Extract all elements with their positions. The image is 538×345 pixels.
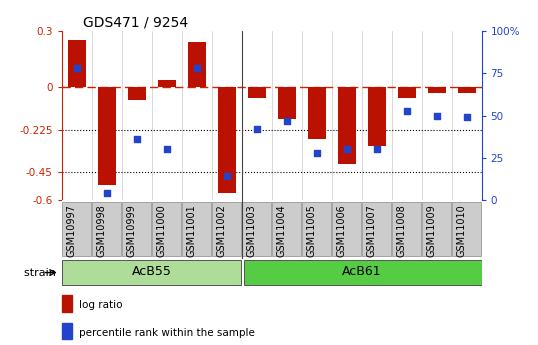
Point — [132, 137, 141, 142]
Bar — [62, 323, 72, 339]
FancyBboxPatch shape — [213, 203, 241, 256]
Text: GSM11009: GSM11009 — [427, 204, 436, 257]
Point — [103, 190, 111, 196]
Point — [462, 115, 471, 120]
FancyBboxPatch shape — [332, 203, 361, 256]
Bar — [62, 295, 72, 312]
Point — [193, 66, 201, 71]
Text: GSM11010: GSM11010 — [457, 204, 466, 257]
Text: GSM11002: GSM11002 — [217, 204, 226, 257]
FancyBboxPatch shape — [244, 260, 482, 285]
Point — [162, 147, 171, 152]
Text: GSM11006: GSM11006 — [337, 204, 346, 257]
Bar — [367, 87, 386, 146]
FancyBboxPatch shape — [242, 203, 271, 256]
Text: GSM11004: GSM11004 — [277, 204, 287, 257]
Bar — [128, 87, 146, 100]
Bar — [158, 80, 176, 87]
Bar — [247, 87, 266, 98]
Bar — [428, 87, 445, 93]
FancyBboxPatch shape — [152, 203, 181, 256]
Text: strain: strain — [24, 268, 59, 277]
Text: GSM11007: GSM11007 — [366, 204, 377, 257]
Text: GSM11005: GSM11005 — [307, 204, 317, 257]
Point — [342, 147, 351, 152]
FancyBboxPatch shape — [452, 203, 481, 256]
Text: percentile rank within the sample: percentile rank within the sample — [79, 328, 254, 338]
Text: GSM10998: GSM10998 — [97, 204, 107, 257]
Point — [282, 118, 291, 124]
Bar — [218, 87, 236, 193]
FancyBboxPatch shape — [182, 203, 211, 256]
FancyBboxPatch shape — [123, 203, 151, 256]
Bar — [308, 87, 325, 139]
Point — [372, 147, 381, 152]
FancyBboxPatch shape — [362, 203, 391, 256]
Point — [432, 113, 441, 118]
Point — [222, 174, 231, 179]
FancyBboxPatch shape — [93, 203, 121, 256]
Text: AcB55: AcB55 — [132, 266, 172, 278]
Text: AcB61: AcB61 — [342, 266, 381, 278]
Point — [73, 66, 81, 71]
Bar — [98, 87, 116, 185]
Text: GDS471 / 9254: GDS471 / 9254 — [83, 16, 188, 30]
Bar — [338, 87, 356, 165]
Point — [252, 126, 261, 132]
FancyBboxPatch shape — [62, 260, 241, 285]
Text: GSM11001: GSM11001 — [187, 204, 197, 257]
Point — [313, 150, 321, 156]
FancyBboxPatch shape — [272, 203, 301, 256]
Text: GSM10999: GSM10999 — [127, 204, 137, 257]
Text: GSM11008: GSM11008 — [397, 204, 407, 257]
FancyBboxPatch shape — [62, 203, 91, 256]
Bar — [278, 87, 296, 119]
Text: GSM11003: GSM11003 — [247, 204, 257, 257]
Text: GSM10997: GSM10997 — [67, 204, 77, 257]
FancyBboxPatch shape — [302, 203, 331, 256]
FancyBboxPatch shape — [392, 203, 421, 256]
Bar — [188, 42, 206, 87]
Bar — [398, 87, 415, 98]
Text: log ratio: log ratio — [79, 300, 122, 310]
Bar — [457, 87, 476, 93]
Point — [402, 108, 411, 113]
FancyBboxPatch shape — [422, 203, 451, 256]
Text: GSM11000: GSM11000 — [157, 204, 167, 257]
Bar — [68, 39, 86, 87]
